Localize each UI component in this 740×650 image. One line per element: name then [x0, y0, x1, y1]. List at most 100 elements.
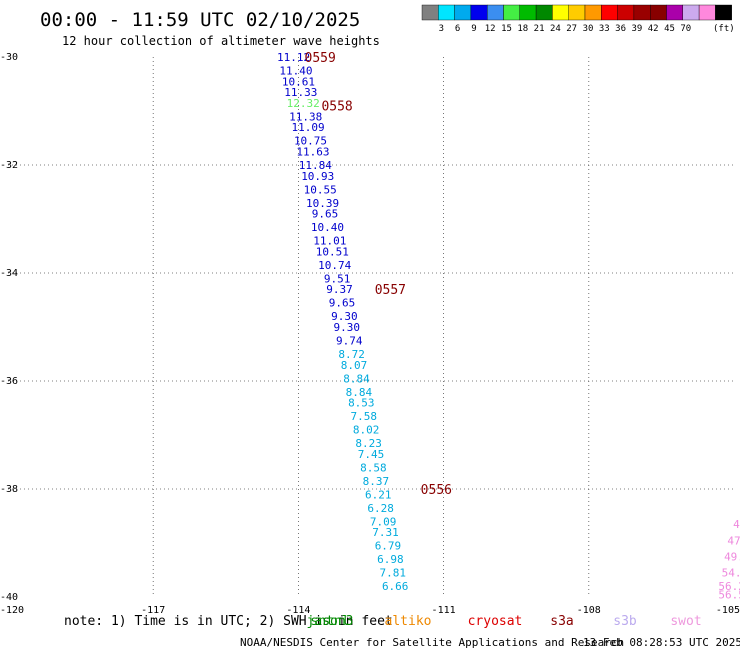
- color-scale-unit: (ft): [713, 24, 735, 34]
- lon-tick-label: -108: [577, 605, 601, 616]
- wave-height-label: 6.79: [375, 540, 402, 553]
- wave-height-label: 8.07: [341, 359, 368, 372]
- lon-tick-label: -111: [432, 605, 456, 616]
- satellite-legend-item: swot: [670, 614, 701, 629]
- wave-height-label: 8.84: [346, 386, 373, 399]
- wave-height-label: 8.23: [355, 437, 382, 450]
- wave-height-label: 11.40: [279, 65, 312, 78]
- color-scale-label: 3: [439, 24, 444, 34]
- observations-layer: 11.1211.4010.6111.3312.3211.3811.0910.75…: [277, 51, 740, 601]
- color-swatch: [666, 4, 683, 21]
- color-scale-label: 15: [501, 24, 512, 34]
- wave-height-label: 11.01: [313, 235, 346, 248]
- color-swatch: [535, 4, 553, 21]
- satellite-legend-item: s3b: [613, 614, 637, 629]
- chart-title: 00:00 - 11:59 UTC 02/10/2025: [40, 9, 360, 31]
- wave-height-label: 10.93: [301, 170, 334, 183]
- wave-height-label: 11.12: [277, 51, 310, 64]
- wave-height-label: 10.74: [318, 259, 351, 272]
- lat-tick-label: -36: [0, 376, 18, 387]
- wave-height-label: 9.30: [334, 321, 361, 334]
- pass-time-label: 0557: [375, 283, 406, 298]
- satellite-legend-item: sntnl: [310, 614, 349, 629]
- color-scale-label: 33: [599, 24, 610, 34]
- color-scale-label: 6: [455, 24, 460, 34]
- color-scale-label: 9: [471, 24, 476, 34]
- color-scale-label: 12: [485, 24, 496, 34]
- color-swatch: [682, 4, 700, 21]
- color-swatch: [617, 4, 635, 21]
- footer-note: note: 1) Time is in UTC; 2) SWH is in fe…: [64, 614, 393, 629]
- wave-height-label: 47: [727, 534, 740, 547]
- color-swatch: [584, 4, 602, 21]
- color-swatch: [487, 4, 504, 21]
- wave-height-label: 6.21: [365, 488, 392, 501]
- lon-tick-label: -114: [286, 605, 310, 616]
- wave-height-label: 6.98: [377, 553, 404, 566]
- lon-tick-label: -120: [0, 605, 24, 616]
- wave-height-label: 6.28: [367, 502, 394, 515]
- satellite-legend-item: altiko: [385, 614, 432, 629]
- wave-height-label: 10.55: [304, 183, 337, 196]
- lat-tick-label: -34: [0, 268, 18, 279]
- color-swatch: [438, 4, 455, 21]
- wave-height-label: 7.81: [380, 567, 407, 580]
- wave-height-label: 9.37: [326, 283, 353, 296]
- satellite-legend-item: s3a: [550, 614, 573, 629]
- color-scale-label: 45: [664, 24, 675, 34]
- footer-timestamp: 13 Feb 08:28:53 UTC 2025: [583, 636, 740, 649]
- color-scale-label: 70: [680, 24, 691, 34]
- color-swatch: [519, 4, 537, 21]
- color-scale-label: 21: [534, 24, 545, 34]
- wave-height-label: 12.32: [287, 97, 320, 110]
- color-swatch: [568, 4, 586, 21]
- color-scale-label: 27: [566, 24, 577, 34]
- wave-height-label: 11.09: [292, 121, 325, 134]
- wave-height-label: 11.84: [299, 159, 332, 172]
- wave-height-label: 56.2: [718, 580, 740, 593]
- wave-height-label: 10.75: [294, 135, 327, 148]
- lon-tick-label: -105: [716, 605, 740, 616]
- color-scale-label: 36: [615, 24, 626, 34]
- wave-height-label: 11.33: [284, 86, 317, 99]
- color-scale-legend: 3 6 9 12 15 18 21 24 27 30 33 36 39 42 45 70: [421, 4, 732, 34]
- wave-height-label: 7.31: [372, 526, 399, 539]
- wave-height-label: 8.53: [348, 397, 375, 410]
- color-swatch: [454, 4, 472, 21]
- wave-height-label: 7.45: [358, 448, 385, 461]
- footer-credit: NOAA/NESDIS Center for Satellite Applica…: [240, 636, 624, 649]
- wave-height-label: 4: [733, 518, 740, 531]
- color-scale-label: 42: [648, 24, 659, 34]
- color-swatch: [698, 4, 716, 21]
- satellite-legend-item: cryosat: [468, 614, 523, 629]
- satellite-legend-item: jason3: [307, 614, 354, 629]
- wave-height-label: 9.30: [331, 310, 358, 323]
- pass-time-labels: 0559 0558 0557 0556: [305, 51, 452, 498]
- map-grid: -120 -117 -114 -111 -108 -105 -30 -32 -34 -36 -38 -…: [0, 52, 740, 616]
- color-swatch: [650, 4, 667, 21]
- wave-height-label: 7.09: [370, 515, 397, 528]
- color-swatch: [421, 4, 439, 21]
- wave-height-label: 10.61: [282, 75, 315, 88]
- color-scale-label: 24: [550, 24, 561, 34]
- color-scale-label: 18: [517, 24, 528, 34]
- color-swatch: [633, 4, 651, 21]
- color-swatch: [601, 4, 618, 21]
- wave-height-label: 9.65: [312, 208, 339, 221]
- color-scale-label: 30: [583, 24, 594, 34]
- wave-height-label: 49.: [724, 551, 740, 564]
- lon-tick-label: -117: [141, 605, 165, 616]
- wave-height-label: 8.02: [353, 424, 380, 437]
- wave-height-label: 9.74: [336, 335, 363, 348]
- lat-tick-label: -40: [0, 592, 18, 603]
- wave-height-label: 8.84: [343, 372, 370, 385]
- lat-tick-label: -30: [0, 52, 18, 63]
- wave-height-label: 10.40: [311, 221, 344, 234]
- wave-height-label: 9.51: [324, 272, 351, 285]
- wave-height-label: 10.39: [306, 197, 339, 210]
- chart-subtitle: 12 hour collection of altimeter wave hei…: [62, 34, 380, 48]
- wave-height-label: 54.: [722, 567, 740, 580]
- wave-height-label: 11.38: [289, 110, 322, 123]
